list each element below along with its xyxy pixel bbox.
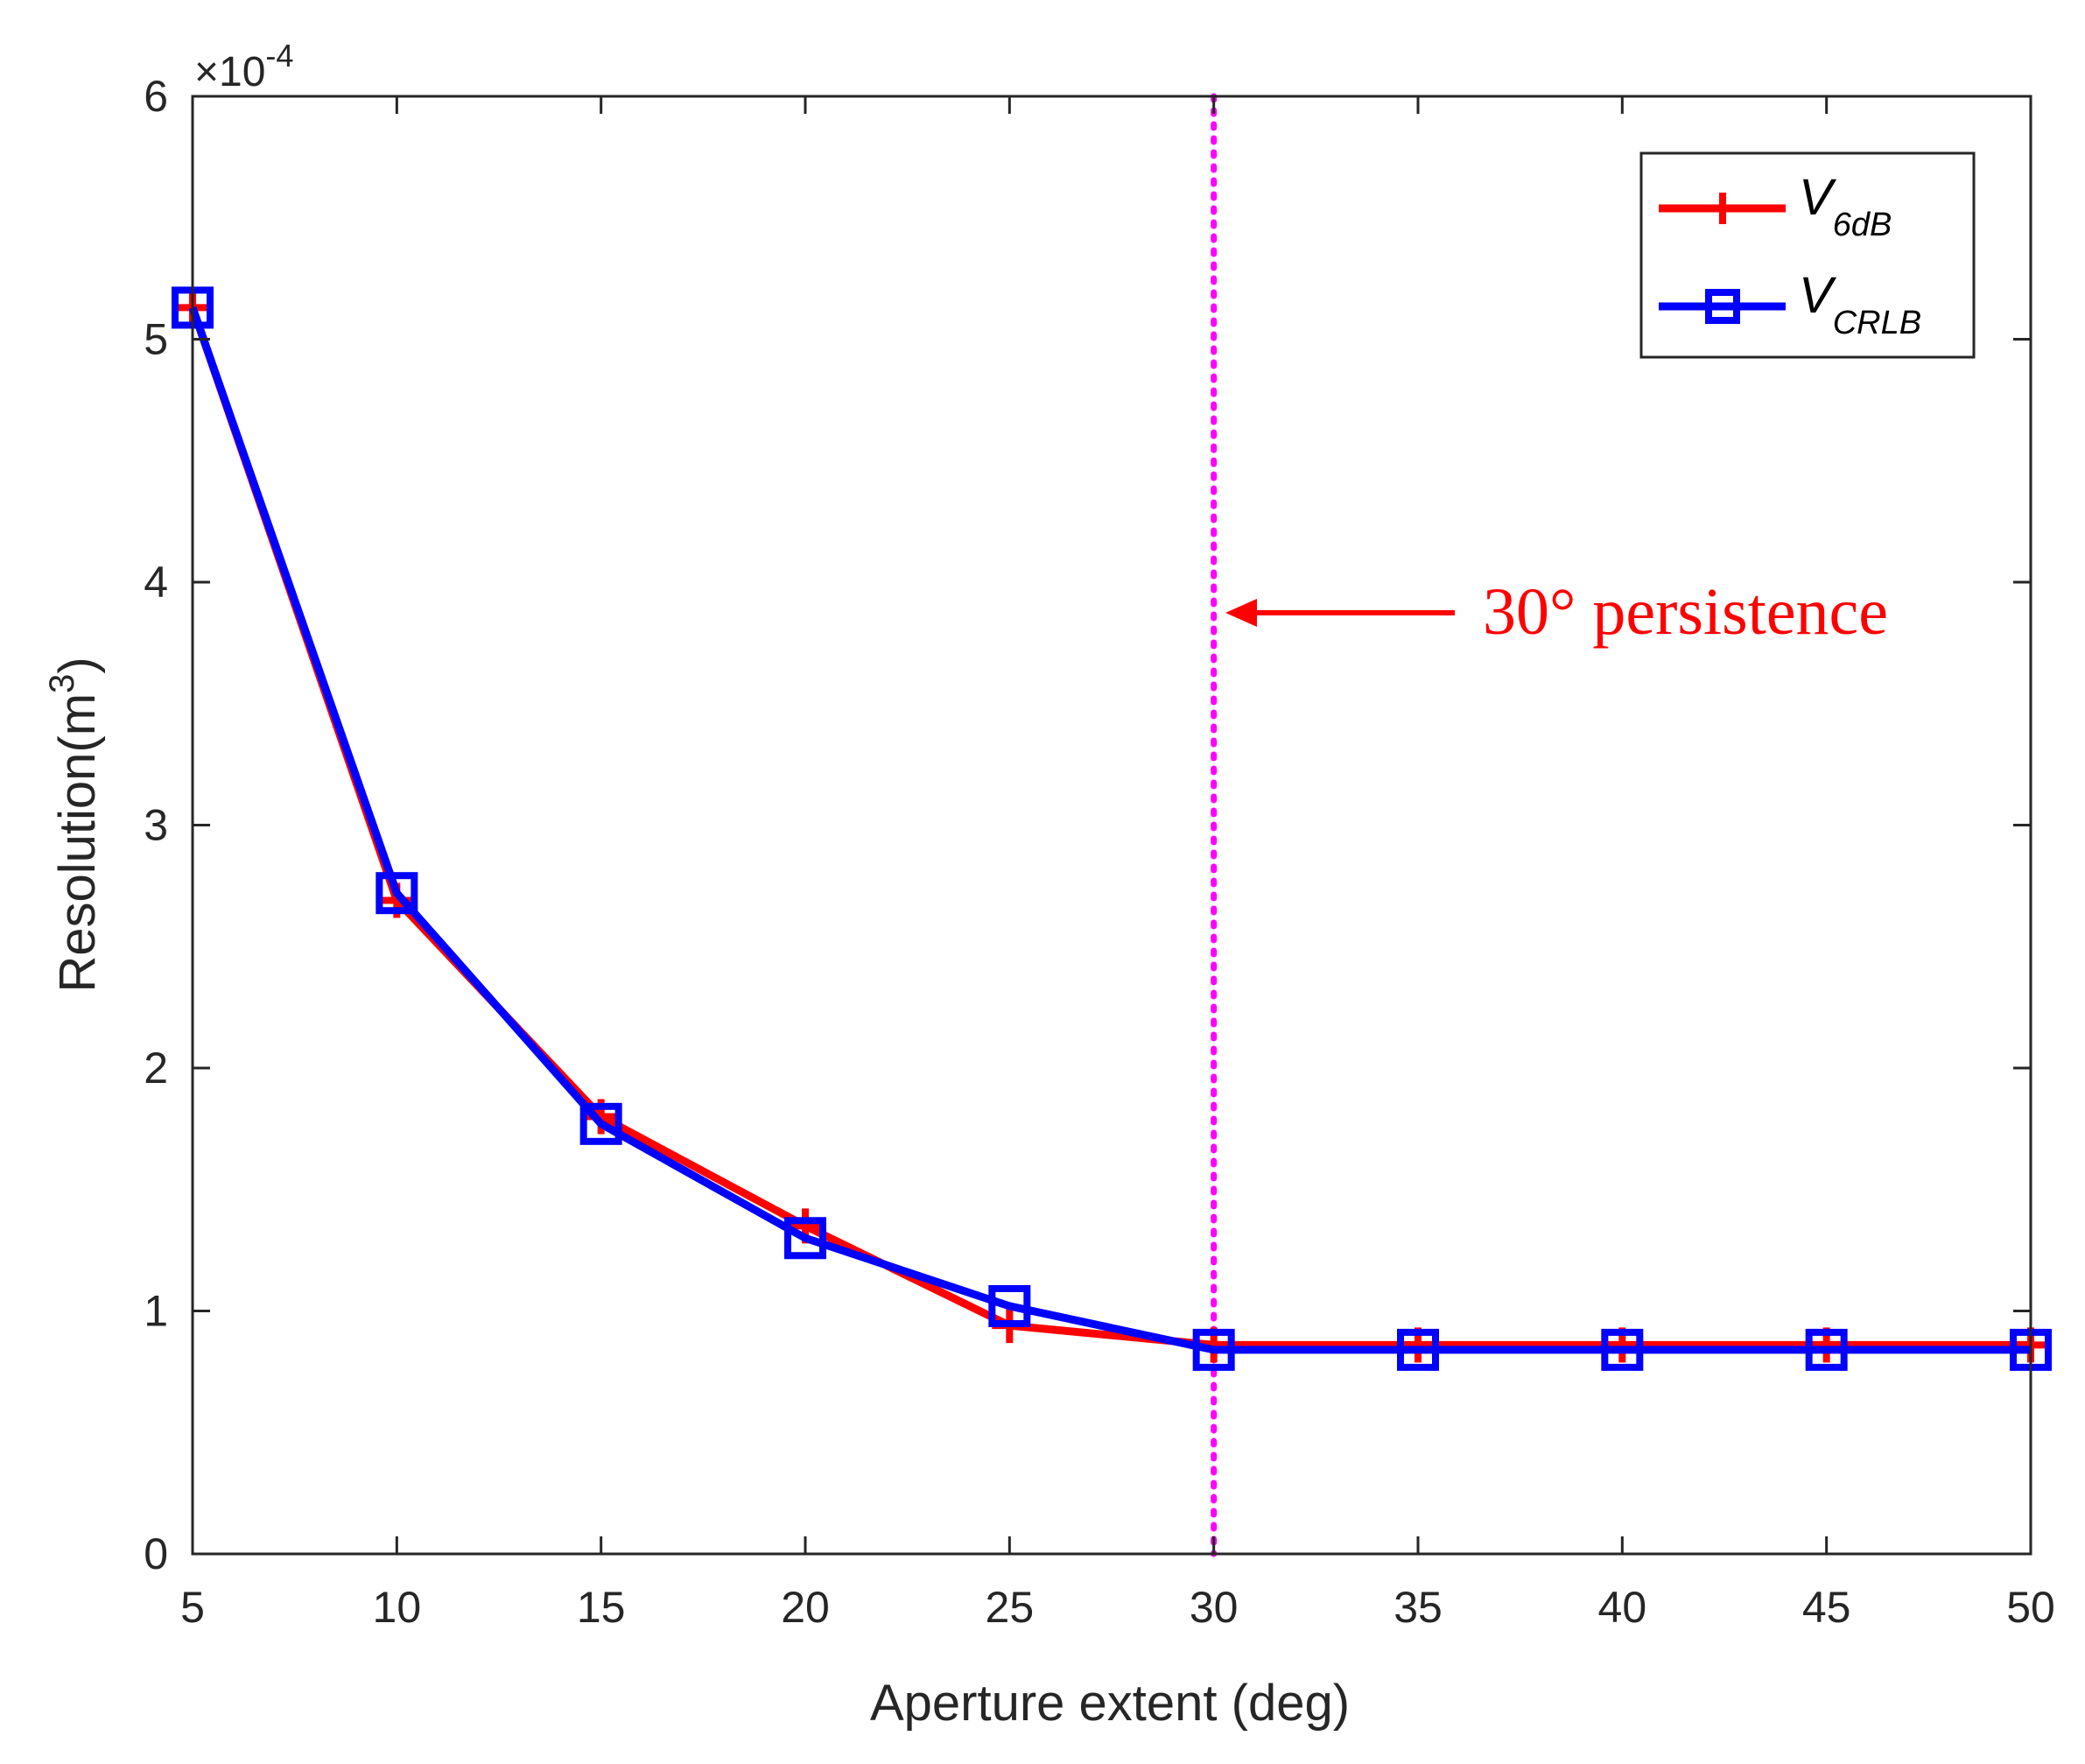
x-tick-label: 30 (1190, 1583, 1239, 1632)
y-tick-label: 2 (144, 1044, 168, 1093)
legend-entry-vcrlb: VCRLB (1659, 267, 1921, 341)
data-point-vcrlb (1397, 1328, 1439, 1371)
legend-square-marker (1705, 289, 1740, 324)
y-ticks: 0 1 2 3 4 5 6 (144, 72, 2031, 1578)
series-line-vcrlb (188, 306, 2031, 1354)
x-tick-label: 15 (577, 1583, 626, 1632)
legend: V6dB VCRLB (1639, 151, 1976, 359)
x-tick-label: 50 (2006, 1583, 2055, 1632)
y-tick-label: 3 (144, 801, 168, 850)
annotation-arrow-head (1225, 599, 1257, 627)
x-tick-label: 25 (986, 1583, 1035, 1632)
x-tick-label: 10 (373, 1583, 422, 1632)
data-point-vcrlb (1601, 1328, 1644, 1371)
legend-plus-marker (1707, 193, 1738, 224)
data-point-vcrlb (1192, 1328, 1235, 1371)
y-tick-label: 1 (144, 1287, 168, 1336)
data-point-vcrlb (988, 1284, 1031, 1327)
x-tick-label: 35 (1394, 1583, 1443, 1632)
legend-box (1639, 151, 1976, 359)
x-tick-label: 5 (180, 1583, 205, 1632)
x-tick-label: 45 (1802, 1583, 1851, 1632)
annotation-text: 30° persistence (1483, 575, 1888, 649)
legend-label-v6db: V6dB (1799, 169, 1892, 243)
persistence-annotation: 30° persistence (1225, 575, 1888, 649)
y-tick-label: 6 (144, 72, 168, 121)
x-axis-label: Aperture extent (deg) (870, 1675, 1350, 1732)
y-tick-label: 0 (144, 1529, 168, 1578)
x-tick-label: 20 (781, 1583, 830, 1632)
data-point-vcrlb (376, 872, 418, 915)
data-point-vcrlb (1805, 1328, 1848, 1371)
data-point-vcrlb (579, 1102, 622, 1145)
y-axis-label: Resolution(m3) (43, 657, 106, 992)
y-tick-label: 5 (144, 315, 168, 364)
y-tick-label: 4 (144, 558, 168, 607)
x-ticks: 5 10 15 20 25 30 35 40 45 50 (180, 96, 2055, 1632)
data-point-vcrlb (784, 1217, 826, 1260)
y-exponent-label: ×10-4 (194, 38, 293, 95)
x-tick-label: 40 (1598, 1583, 1647, 1632)
legend-entry-v6db: V6dB (1659, 169, 1892, 243)
legend-label-vcrlb: VCRLB (1799, 267, 1921, 341)
